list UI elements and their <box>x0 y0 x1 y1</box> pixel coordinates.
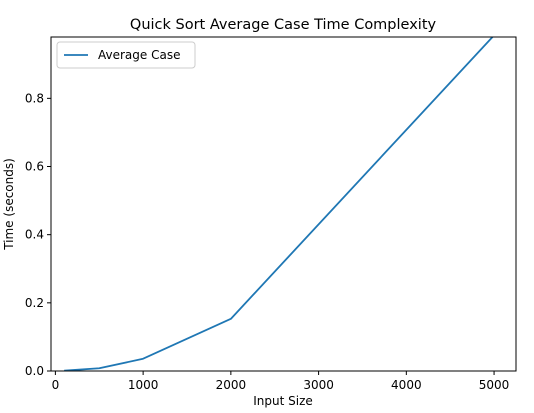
y-tick-label: 0.0 <box>25 364 44 378</box>
series-layer <box>64 37 494 371</box>
x-tick-label: 4000 <box>391 378 422 392</box>
legend-label-average-case: Average Case <box>98 48 180 62</box>
x-tick-label: 0 <box>52 378 60 392</box>
y-tick-label: 0.6 <box>25 160 44 174</box>
chart-title: Quick Sort Average Case Time Complexity <box>130 17 437 33</box>
x-tick-label: 2000 <box>216 378 247 392</box>
x-tick-label: 3000 <box>303 378 334 392</box>
legend: Average Case <box>56 41 196 69</box>
plot-area-frame <box>50 36 517 372</box>
x-axis-ticks: 0 1000 2000 3000 4000 5000 <box>52 371 510 392</box>
x-tick-label: 5000 <box>479 378 510 392</box>
y-tick-label: 0.8 <box>25 91 44 105</box>
y-tick-label: 0.2 <box>25 296 44 310</box>
y-axis-ticks: 0.0 0.2 0.4 0.6 0.8 <box>25 91 51 378</box>
y-axis-label: Time (seconds) <box>2 158 16 251</box>
y-tick-label: 0.4 <box>25 228 44 242</box>
x-tick-label: 1000 <box>128 378 159 392</box>
legend-frame <box>56 41 196 69</box>
x-axis-label: Input Size <box>253 394 313 408</box>
series-line-average-case <box>64 37 494 371</box>
